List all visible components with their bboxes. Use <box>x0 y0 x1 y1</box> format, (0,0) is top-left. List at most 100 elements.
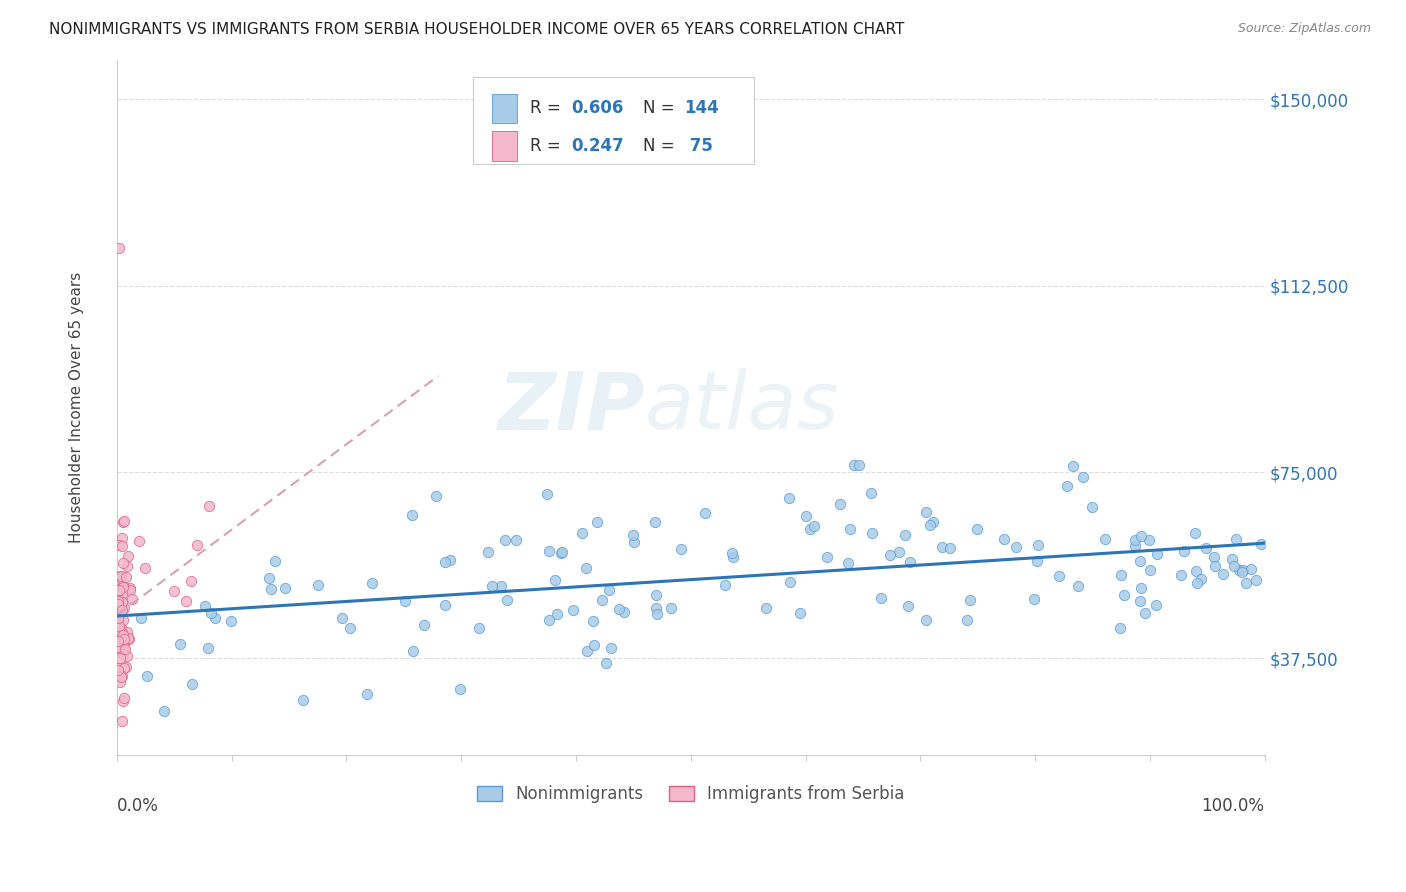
Point <box>1187 575 1209 590</box>
Point <box>110 569 132 583</box>
Point <box>112 514 135 528</box>
Point <box>721 546 744 560</box>
Point <box>112 647 135 661</box>
Point <box>292 692 315 706</box>
Point <box>794 508 817 523</box>
Point <box>186 538 208 552</box>
Point <box>307 577 329 591</box>
Point <box>111 587 134 601</box>
Point <box>425 489 447 503</box>
Point <box>778 491 800 505</box>
Text: 75: 75 <box>683 137 713 155</box>
Point <box>107 615 129 629</box>
Text: 0.606: 0.606 <box>571 100 624 118</box>
Point <box>582 614 605 628</box>
Point <box>1225 532 1247 546</box>
Point <box>111 714 134 728</box>
Point <box>108 620 131 634</box>
Point <box>613 606 636 620</box>
Point <box>260 582 283 596</box>
Point <box>112 640 135 655</box>
Point <box>915 505 938 519</box>
FancyBboxPatch shape <box>472 77 754 164</box>
Point <box>163 584 186 599</box>
Point <box>114 641 136 656</box>
Point <box>112 601 135 615</box>
Point <box>194 599 217 614</box>
Point <box>111 622 134 636</box>
Point <box>669 542 692 557</box>
Point <box>893 528 915 542</box>
Point <box>330 610 353 624</box>
Point <box>1129 594 1152 608</box>
Point <box>110 539 132 553</box>
Text: 144: 144 <box>683 100 718 118</box>
Point <box>1230 565 1253 579</box>
Point <box>918 518 941 533</box>
Point <box>538 544 561 558</box>
Point <box>468 621 491 635</box>
Point <box>1146 547 1168 561</box>
Text: N =: N = <box>643 137 679 155</box>
Point <box>107 618 129 632</box>
Point <box>898 555 921 569</box>
Point <box>439 552 461 566</box>
Point <box>264 554 287 568</box>
Point <box>107 594 129 608</box>
Point <box>600 640 623 655</box>
Point <box>1189 572 1212 586</box>
Point <box>108 661 131 675</box>
Point <box>644 515 666 529</box>
Point <box>121 592 143 607</box>
Point <box>108 575 131 590</box>
Point <box>200 606 222 620</box>
Point <box>433 599 456 613</box>
Point <box>112 694 135 708</box>
Point <box>118 632 141 646</box>
Point <box>713 578 735 592</box>
Point <box>107 640 129 654</box>
Point <box>181 677 204 691</box>
Point <box>623 535 645 549</box>
Text: NONIMMIGRANTS VS IMMIGRANTS FROM SERBIA HOUSEHOLDER INCOME OVER 65 YEARS CORRELA: NONIMMIGRANTS VS IMMIGRANTS FROM SERBIA … <box>49 22 904 37</box>
Point <box>1004 540 1026 554</box>
Point <box>879 548 901 562</box>
Point <box>107 607 129 621</box>
Legend: Nonimmigrants, Immigrants from Serbia: Nonimmigrants, Immigrants from Serbia <box>471 779 911 810</box>
Point <box>108 538 131 552</box>
Text: 0.247: 0.247 <box>571 137 624 155</box>
Point <box>538 613 561 627</box>
Point <box>1123 533 1146 547</box>
Point <box>110 624 132 639</box>
Point <box>108 572 131 586</box>
Point <box>108 635 131 649</box>
Point <box>110 602 132 616</box>
Point <box>1234 575 1257 590</box>
Point <box>110 531 132 545</box>
Point <box>869 591 891 606</box>
Point <box>361 576 384 591</box>
Point <box>134 561 156 575</box>
Text: atlas: atlas <box>645 368 839 447</box>
Point <box>1094 532 1116 546</box>
Point <box>117 549 139 563</box>
Point <box>1112 588 1135 602</box>
Point <box>413 617 436 632</box>
Point <box>402 643 425 657</box>
Point <box>838 522 860 536</box>
Point <box>111 669 134 683</box>
Point <box>583 638 606 652</box>
Point <box>197 499 219 513</box>
Point <box>536 486 558 500</box>
Point <box>543 573 565 587</box>
Point <box>1195 541 1218 556</box>
Point <box>120 583 142 598</box>
Point <box>1123 539 1146 553</box>
Point <box>799 523 821 537</box>
Point <box>107 609 129 624</box>
Bar <box>492 131 517 161</box>
Point <box>433 555 456 569</box>
Point <box>153 704 176 718</box>
Point <box>842 458 865 472</box>
Point <box>897 599 920 613</box>
